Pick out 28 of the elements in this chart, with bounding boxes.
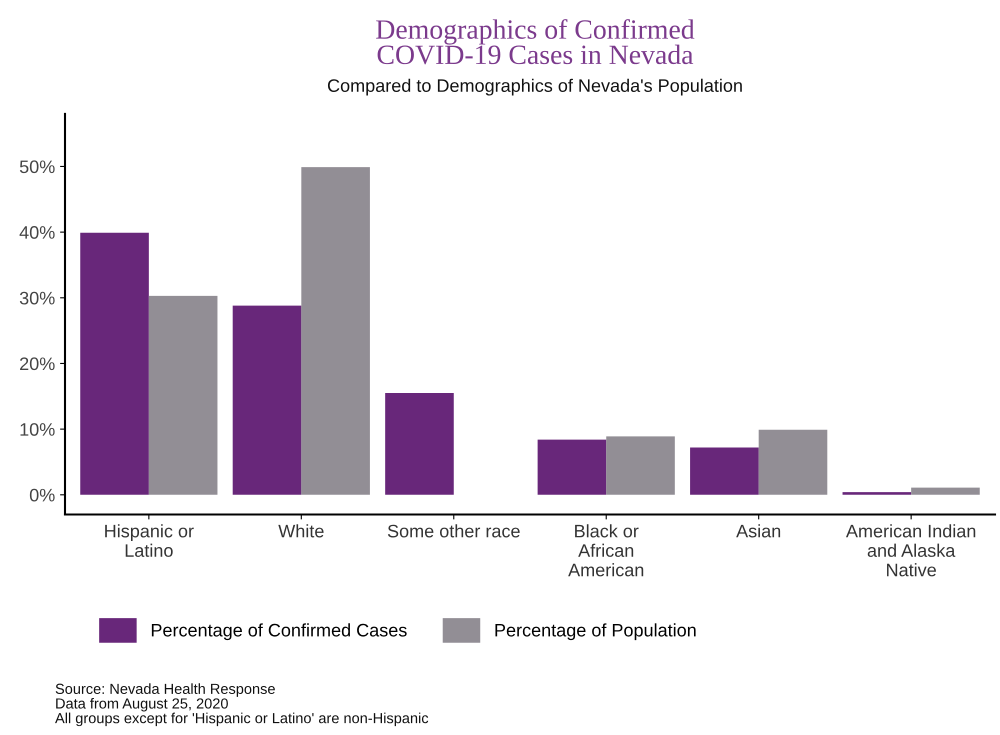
x-tick-label: Asian xyxy=(736,524,780,538)
bar xyxy=(232,306,302,495)
bar xyxy=(301,167,370,495)
x-tick-label: Some other race xyxy=(388,524,520,538)
y-tick-label: 50% xyxy=(20,160,55,174)
bar xyxy=(538,440,606,495)
y-tick-label: 20% xyxy=(20,357,55,370)
y-tick-label: 40% xyxy=(20,226,55,239)
bar xyxy=(80,232,149,495)
source-note: Source: Nevada Health Response Data from August 25, 2020 All groups except for 'Hispanic or Latino' are non-Hispanic xyxy=(55,683,428,726)
bar xyxy=(758,430,828,495)
x-tick-label: Hispanic or Latino xyxy=(105,524,194,557)
bar xyxy=(911,488,980,495)
chart-subtitle: Compared to Demographics of Nevada's Population xyxy=(328,78,742,96)
bar xyxy=(606,436,675,495)
y-tick-label: 0% xyxy=(30,488,55,502)
legend-label: Percentage of Confirmed Cases xyxy=(152,623,407,640)
bar xyxy=(842,492,912,495)
y-tick-label: 10% xyxy=(20,423,55,436)
chart-title: Demographics of Confirmed COVID-19 Cases in Nevada xyxy=(376,19,694,64)
y-tick-label: 30% xyxy=(20,292,55,305)
bar xyxy=(385,393,454,495)
x-tick-label: American Indian and Alaska Native xyxy=(846,524,976,576)
x-tick-label: Black or African American xyxy=(568,524,644,576)
bar xyxy=(148,296,218,495)
x-tick-label: White xyxy=(278,524,324,538)
legend-label: Percentage of Population xyxy=(495,623,696,640)
bar xyxy=(690,448,759,495)
